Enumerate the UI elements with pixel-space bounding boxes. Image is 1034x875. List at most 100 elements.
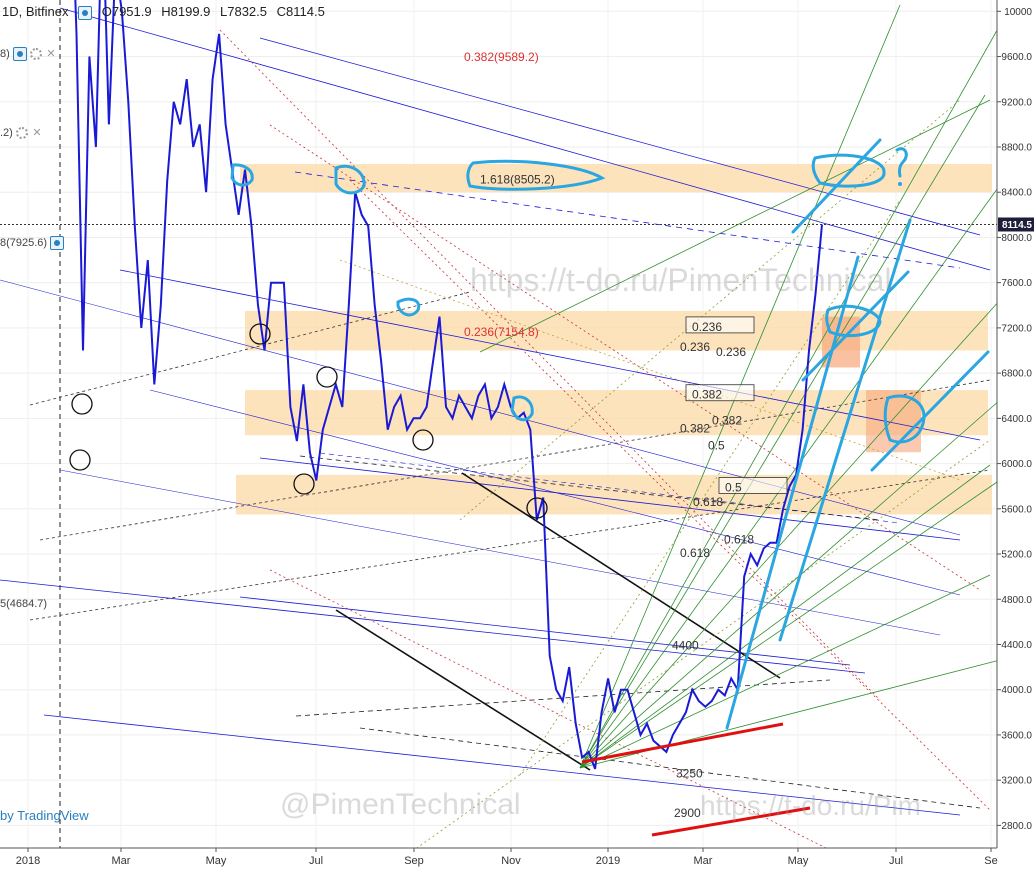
fib-label: 1.618(8505.2) [480, 172, 555, 186]
trend-line [294, 171, 961, 269]
price-tick-label: 8800.0 [1001, 142, 1032, 153]
high-value: H8199.9 [161, 4, 211, 19]
open-value: O7951.9 [101, 4, 152, 19]
fib-label: 2900 [674, 806, 701, 820]
red-support-line [581, 722, 784, 764]
legend-row[interactable]: 5(4684.7) [0, 598, 47, 612]
fib-label: 0.236 [692, 320, 722, 334]
fib-label: 0.382 [680, 422, 710, 436]
trend-line [269, 124, 981, 591]
price-tick-label: 8400.0 [1001, 188, 1032, 199]
trend-line [259, 37, 981, 236]
trend-line [59, 7, 991, 271]
trend-line [461, 472, 781, 679]
fan-line [579, 464, 991, 769]
resistance-zone [236, 474, 992, 515]
blue-trend-line [801, 270, 910, 382]
fan-line [579, 299, 1001, 769]
price-tick-label: 6800.0 [1001, 369, 1032, 380]
pivot-circle-marker [293, 473, 315, 495]
fib-label: 0.618 [680, 546, 710, 560]
fib-label: 4400 [672, 639, 699, 653]
price-tick-label: 4800.0 [1001, 595, 1032, 606]
legend-row[interactable]: 8) ✕ [0, 47, 57, 61]
trend-line [269, 569, 851, 861]
price-tick-label: 9200.0 [1001, 97, 1032, 108]
fib-label: 0.382 [712, 414, 742, 428]
pivot-circle-marker [316, 366, 338, 388]
trend-line [39, 379, 991, 541]
fib-label: 0.236(7154.8) [464, 325, 539, 339]
eye-icon[interactable] [12, 47, 27, 61]
pivot-circle-marker [412, 429, 434, 451]
time-tick-label: Jul [309, 855, 323, 867]
hand-drawn-marks [69, 138, 990, 837]
time-tick-label: Se [984, 855, 997, 867]
question-mark-icon [895, 147, 908, 178]
price-tick-label: 4000.0 [1001, 685, 1032, 696]
gear-icon[interactable] [29, 48, 42, 60]
pivot-circle-marker [249, 323, 271, 345]
blue-circle-mark [230, 163, 254, 187]
trend-line [335, 609, 591, 771]
time-tick-label: Mar [694, 855, 713, 867]
gear-icon[interactable] [15, 127, 28, 140]
price-tick-label: 4400.0 [1001, 640, 1032, 651]
trend-line [219, 29, 881, 701]
fan-line [579, 574, 991, 769]
watermark: https://t-do.ru/Pim [700, 790, 921, 821]
time-tick-label: May [788, 855, 809, 867]
trend-line [479, 99, 991, 353]
time-tick-label: Nov [501, 855, 521, 867]
legend-row[interactable]: .2) ✕ [0, 127, 43, 141]
price-tick-label: 5200.0 [1001, 550, 1032, 561]
question-mark-dot [898, 182, 902, 186]
trend-line [43, 714, 961, 816]
tradingview-brand[interactable]: by TradingView [0, 808, 89, 823]
fan-line [579, 184, 1001, 769]
time-tick-label: 2019 [596, 855, 620, 867]
price-series [74, 0, 823, 770]
pivot-circle-marker [69, 449, 91, 471]
trend-line [59, 469, 941, 636]
pivot-circle-marker [526, 497, 548, 519]
price-tick-label: 8000.0 [1001, 233, 1032, 244]
fib-label: 0.5 [725, 480, 742, 494]
price-line [74, 0, 823, 770]
trend-line [0, 579, 866, 674]
time-tick-label: Jul [889, 855, 903, 867]
eye-icon[interactable] [50, 236, 65, 250]
trend-lines [0, 7, 991, 861]
fib-label: 0.382(9589.2) [464, 50, 539, 64]
legend-label: 8) [0, 47, 10, 60]
fib-label: 3250 [676, 767, 703, 781]
close-icon[interactable]: ✕ [32, 127, 42, 140]
blue-circle-mark [811, 153, 886, 188]
time-axis[interactable]: 2018 Mar May Jul Sep Nov 2019 Mar May Jul Se [0, 847, 1034, 875]
close-value: C8114.5 [276, 4, 325, 19]
last-price-badge [998, 217, 1034, 232]
price-tick-label: 5600.0 [1001, 504, 1032, 515]
price-tick-label: 7200.0 [1001, 323, 1032, 334]
fan-line [399, 439, 991, 861]
resistance-zone [245, 390, 988, 436]
fib-annotations: 0.382(9589.2) 1.618(8505.2) 0.236(7154.8) 0… [464, 50, 788, 820]
fib-label: 0.618 [693, 495, 723, 509]
time-tick-label: 2018 [16, 855, 40, 867]
close-icon[interactable]: ✕ [46, 48, 56, 60]
price-tick-label: 6000.0 [1001, 459, 1032, 470]
last-price-label: 8114.5 [1002, 220, 1032, 231]
fib-box [718, 477, 788, 494]
watermark: @PimenTechnical [280, 788, 521, 821]
legend-row[interactable]: 8(7925.6) [0, 236, 65, 250]
blue-circle-mark [825, 304, 882, 338]
pivot-circle-marker [71, 393, 93, 415]
eye-icon[interactable] [78, 5, 93, 20]
fan-line [579, 479, 1001, 769]
fan-line [579, 94, 986, 769]
time-tick-label: Mar [112, 855, 131, 867]
price-tick-label: 9600.0 [1001, 52, 1032, 63]
price-axis[interactable]: 10000 9600.0 9200.0 8800.0 8400.0 8000.0 7600.… [996, 0, 1034, 875]
low-value: L7832.5 [220, 4, 268, 19]
